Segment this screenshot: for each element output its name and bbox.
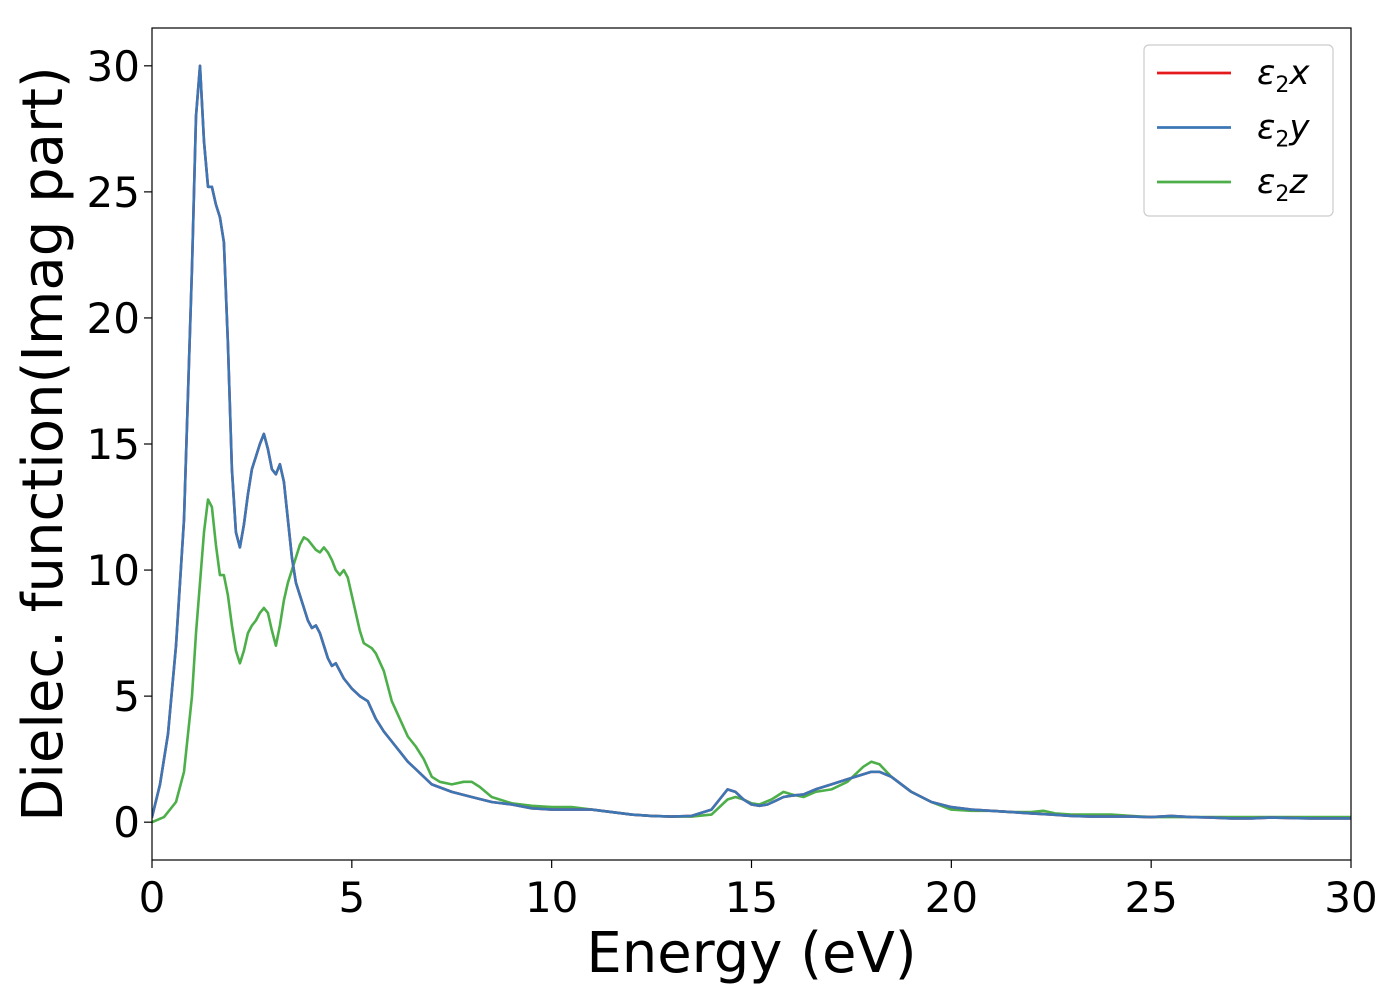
x-axis-label: Energy (eV) [586, 921, 916, 986]
y-tick-label: 0 [113, 798, 140, 847]
ticks-layer: 0 5 10 15 20 25 30 0 5 10 15 20 25 30 [87, 42, 1378, 922]
y-tick-label: 15 [87, 420, 140, 469]
x-tick-label: 25 [1124, 873, 1177, 922]
legend-subscript: 2 [1275, 73, 1289, 98]
legend-var: x [1288, 53, 1310, 93]
x-tick-label: 10 [525, 873, 578, 922]
x-tick-label: 15 [725, 873, 778, 922]
legend-label-z: ε2z [1257, 162, 1308, 207]
y-tick-label: 25 [87, 168, 140, 217]
y-tick-label: 30 [87, 42, 140, 91]
legend-base: ε [1257, 53, 1275, 93]
legend-var: z [1288, 162, 1308, 202]
legend-base: ε [1257, 108, 1275, 148]
legend-label-y: ε2y [1257, 108, 1310, 153]
legend-subscript: 2 [1275, 128, 1289, 153]
legend-subscript: 2 [1275, 182, 1289, 207]
series-line-y [152, 64, 1351, 820]
x-tick-label: 30 [1324, 873, 1377, 922]
legend-var: y [1288, 108, 1310, 148]
legend-label-x: ε2x [1257, 53, 1310, 98]
y-axis-label: Dielec. function(Imag part) [11, 66, 76, 822]
x-tick-label: 0 [139, 873, 166, 922]
legend-box [1143, 44, 1334, 217]
y-tick-label: 5 [113, 672, 140, 721]
legend-base: ε [1257, 162, 1275, 202]
x-tick-label: 20 [925, 873, 978, 922]
y-tick-label: 20 [87, 294, 140, 343]
x-tick-label: 5 [338, 873, 365, 922]
y-tick-label: 10 [87, 546, 140, 595]
series-layer [152, 64, 1351, 824]
